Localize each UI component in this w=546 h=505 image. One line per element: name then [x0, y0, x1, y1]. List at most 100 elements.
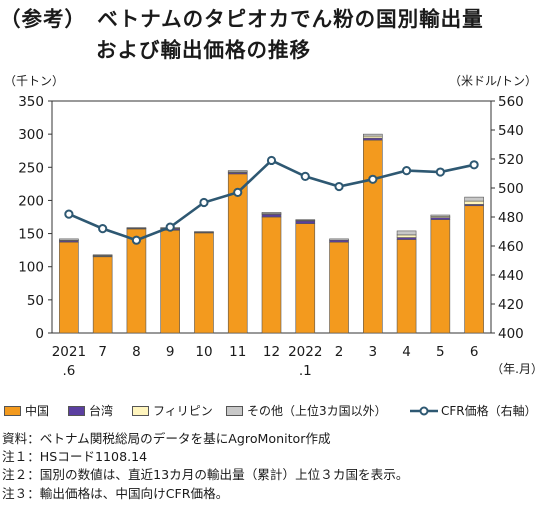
note-1: 注１：HSコード1108.14 [2, 449, 148, 465]
bar-taiwan [261, 214, 282, 218]
legend-swatch-china [4, 405, 21, 416]
legend-item-cfr: CFR価格（右軸） [410, 402, 537, 419]
bar-other [464, 196, 484, 202]
x-axis-tick-label: .1 [299, 363, 312, 379]
bar-china [194, 232, 214, 334]
x-axis-tick-label: 11 [229, 344, 246, 360]
combo-chart: 0 50 100 150 200 250 300 350 400 420 440 460 480 500 5… [18, 94, 543, 379]
bar-china [396, 239, 417, 334]
notes: 資料：ベトナム関税総局のデータを基にAgroMonitor作成 注１：HSコード… [2, 430, 408, 503]
cfr-price-point [435, 167, 445, 177]
x-axis-tick-label: 12 [263, 344, 280, 360]
x-axis-tick-label: .6 [62, 363, 75, 379]
bar-other [396, 230, 417, 236]
legend-item-other: その他（上位3カ国以外） [226, 402, 387, 419]
cfr-price-point [165, 222, 175, 232]
left-axis-tick-label: 300 [18, 127, 44, 143]
right-axis-tick-label: 560 [498, 94, 524, 110]
cfr-price-point [368, 174, 378, 184]
left-axis-tick-label: 50 [27, 293, 44, 309]
bar-other [194, 231, 214, 233]
x-axis-tick-label: 6 [470, 344, 479, 360]
cfr-price-point [266, 155, 277, 166]
bar-other [261, 212, 282, 214]
x-axis-tick-label: 5 [436, 344, 445, 360]
bar-other [92, 254, 113, 256]
right-axis-tick-label: 400 [498, 326, 524, 342]
right-axis-tick-label: 440 [498, 268, 524, 284]
left-axis-unit: （千トン） [4, 74, 65, 88]
cfr-price-point [401, 166, 412, 176]
legend-label-philippines: フィリピン [153, 404, 213, 418]
bar-other [363, 133, 383, 137]
x-axis-tick-label: 2021 [52, 344, 86, 360]
bar-china [464, 205, 484, 334]
bar-philippines [396, 234, 417, 238]
right-axis-unit: （米ドル/トン） [449, 74, 538, 88]
legend-label-china: 中国 [25, 404, 50, 418]
cfr-price-point [131, 235, 142, 245]
cfr-price-point [233, 187, 243, 197]
x-axis-tick-label: 7 [98, 344, 107, 360]
legend-swatch-taiwan [68, 405, 85, 416]
source-note: 資料：ベトナム関税総局のデータを基にAgroMonitor作成 [2, 431, 331, 446]
right-axis-tick-label: 540 [498, 123, 524, 139]
bar-other [227, 170, 248, 173]
bar-china [363, 139, 383, 334]
cfr-price-point [64, 209, 74, 219]
bar-philippines [464, 200, 484, 205]
bar-china [227, 173, 248, 334]
bar-china [329, 241, 349, 334]
bar-china [59, 241, 79, 334]
legend-item-taiwan: 台湾 [68, 402, 113, 419]
bar-china [295, 223, 316, 334]
bar-other [329, 238, 349, 241]
bar-china [160, 229, 180, 334]
legend-item-philippines: フィリピン [132, 402, 213, 419]
cfr-price-point [469, 160, 479, 170]
note-3: 注３：輸出価格は、中国向けCFR価格。 [2, 485, 229, 501]
right-axis-tick-label: 520 [498, 152, 524, 168]
legend-line-marker-icon [410, 406, 438, 415]
bar-other [295, 219, 316, 221]
legend: 中国 台湾 フィリピン その他（上位3カ国以外） CFR価格（右軸） [4, 402, 546, 420]
legend-label-cfr: CFR価格（右軸） [441, 404, 537, 418]
cfr-price-point [199, 197, 209, 208]
legend-item-china: 中国 [4, 402, 49, 419]
chart-title-line-1: （参考） ベトナムのタピオカでん粉の国別輸出量 [0, 7, 484, 31]
bar-other [59, 238, 79, 241]
left-axis-tick-label: 200 [18, 193, 44, 209]
cfr-price-point [300, 171, 310, 181]
x-axis-unit-label: （年.月） [491, 362, 543, 376]
x-axis-tick-label: 9 [166, 344, 175, 360]
chart-title-line-2: および輸出価格の推移 [96, 38, 311, 62]
bar-other [126, 227, 147, 229]
bar-china [92, 256, 113, 334]
left-axis-tick-label: 150 [18, 227, 44, 243]
left-axis-tick-label: 0 [35, 326, 44, 342]
left-axis-tick-label: 350 [18, 94, 44, 110]
cfr-price-point [334, 181, 344, 192]
left-axis-tick-label: 100 [18, 260, 44, 276]
x-axis-tick-label: 2022 [288, 344, 322, 360]
bar-china [261, 216, 282, 334]
right-axis-tick-label: 500 [498, 181, 524, 197]
x-axis-tick-label: 4 [402, 344, 411, 360]
x-axis-tick-label: 8 [132, 344, 141, 360]
left-axis-tick-label: 250 [18, 160, 44, 176]
legend-label-other: その他（上位3カ国以外） [247, 404, 387, 418]
x-axis-tick-label: 2 [335, 344, 344, 360]
bar-other [430, 214, 451, 217]
bar-china [430, 219, 451, 334]
legend-label-taiwan: 台湾 [89, 404, 114, 418]
note-2: 注２：国別の数値は、直近13カ月の輸出量（累計）上位３カ国を表示。 [2, 467, 409, 483]
x-axis-tick-label: 3 [369, 344, 378, 360]
right-axis-tick-label: 480 [498, 210, 524, 226]
x-axis-tick-label: 10 [195, 344, 212, 360]
right-axis-tick-label: 420 [498, 297, 524, 313]
cfr-price-point [98, 224, 108, 234]
bar-taiwan [295, 220, 316, 224]
legend-swatch-other [226, 405, 243, 416]
legend-swatch-philippines [132, 405, 149, 416]
